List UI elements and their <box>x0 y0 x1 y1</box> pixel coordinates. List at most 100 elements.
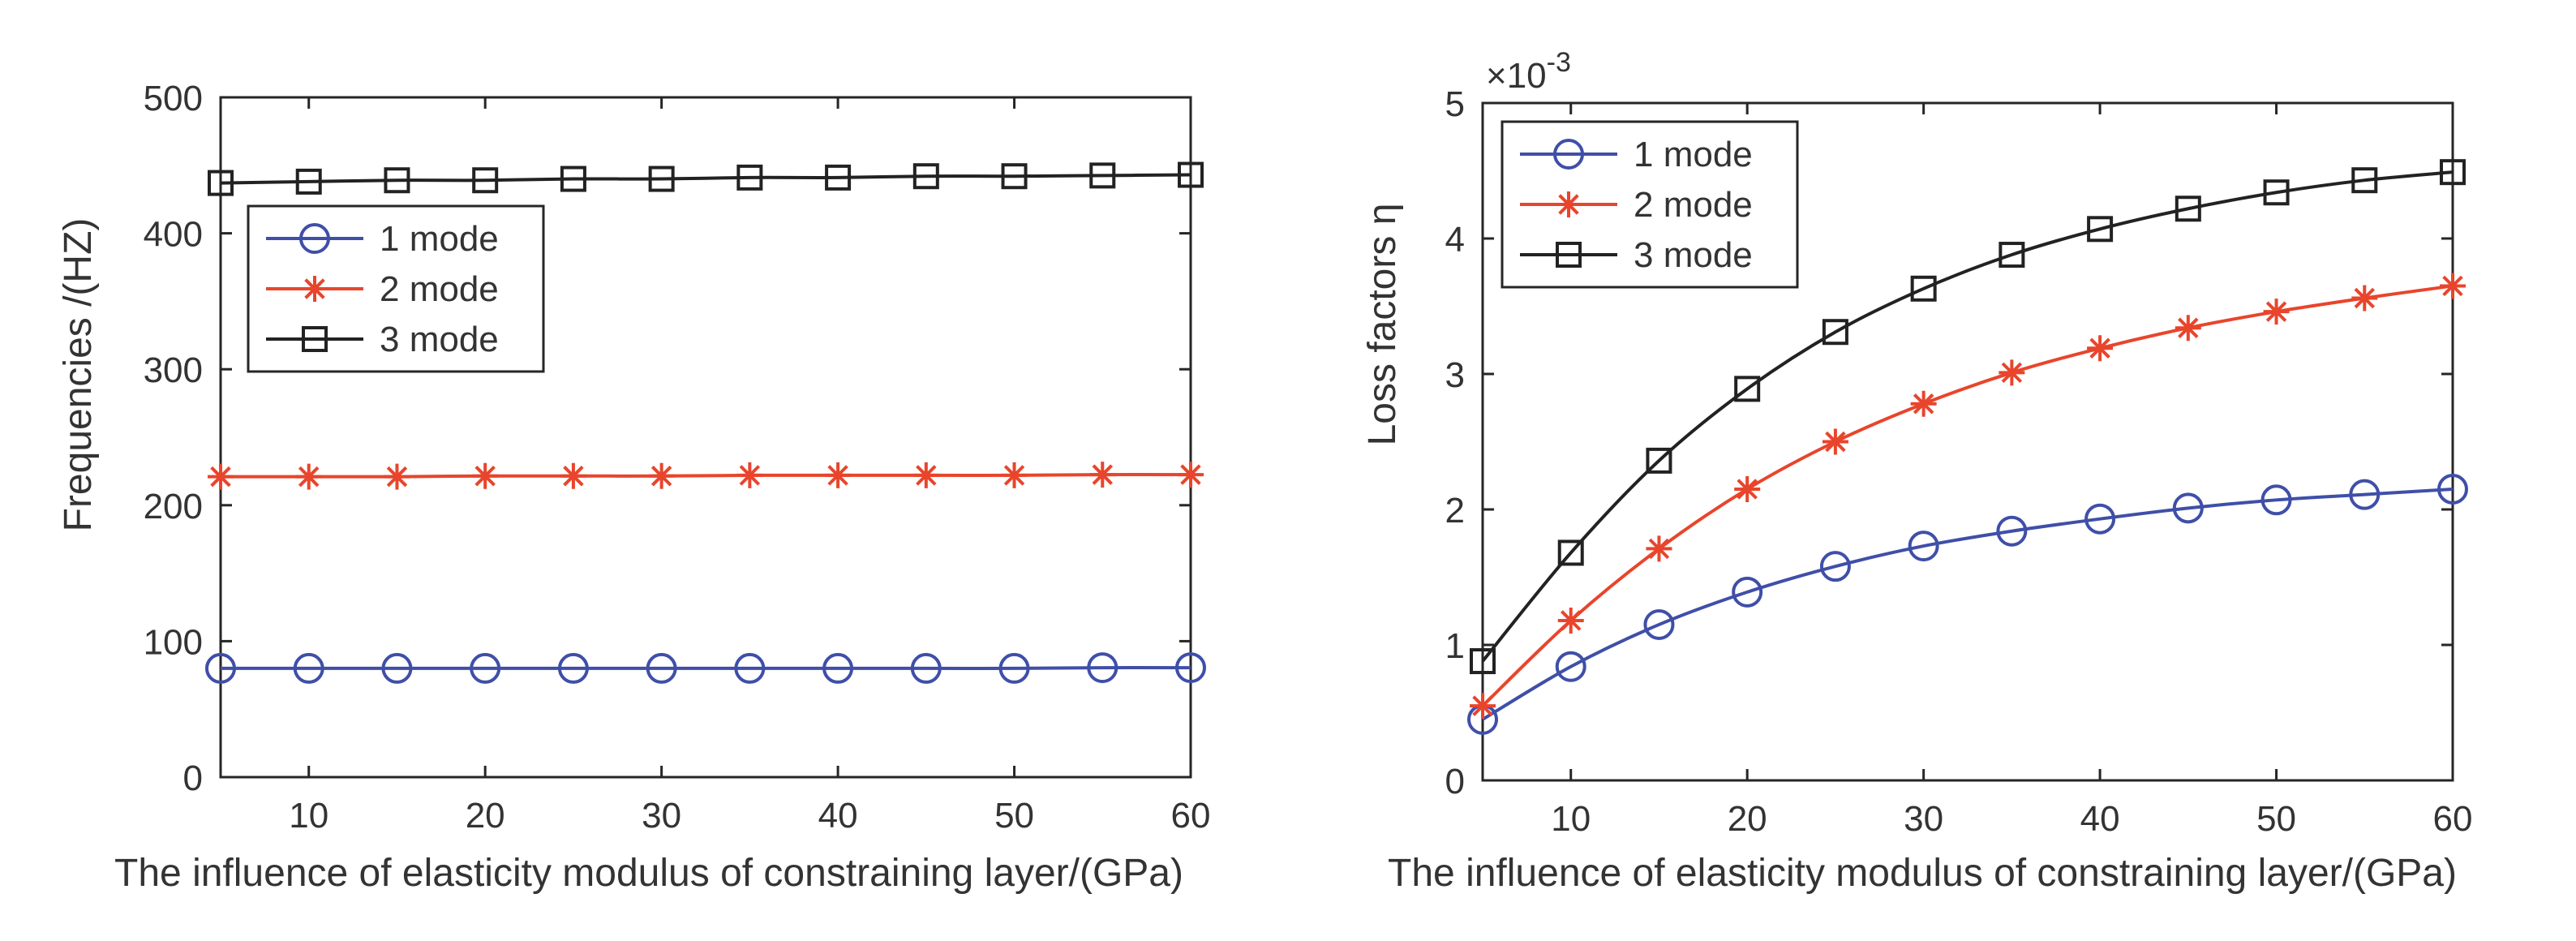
legend-item: 3 mode <box>1520 235 1753 275</box>
series-3 <box>208 161 1204 196</box>
legend-label: 1 mode <box>1634 135 1753 174</box>
x-tick-label: 20 <box>1728 799 1767 839</box>
y-tick-label: 1 <box>1445 626 1465 666</box>
data-point <box>1178 462 1204 488</box>
legend-label: 3 mode <box>380 320 499 359</box>
y-tick-label: 200 <box>144 487 203 526</box>
y-tick-label: 3 <box>1445 355 1465 395</box>
data-point <box>208 463 234 490</box>
data-point <box>560 462 586 489</box>
x-tick-label: 60 <box>2433 799 2473 839</box>
legend-label: 2 mode <box>380 269 499 309</box>
data-point <box>2175 315 2201 342</box>
data-point <box>1643 608 1675 640</box>
series-2 <box>1470 273 2466 720</box>
data-point <box>1819 551 1851 582</box>
data-point <box>2349 479 2381 510</box>
plot-area <box>219 96 1192 779</box>
y-tick-label: 300 <box>144 350 203 390</box>
data-point <box>825 462 852 488</box>
legend-label: 1 mode <box>380 219 499 259</box>
data-point <box>381 652 413 684</box>
data-point <box>1555 651 1586 682</box>
data-point <box>2175 196 2201 222</box>
data-point <box>1470 648 1496 675</box>
data-point <box>2084 503 2116 535</box>
data-point <box>1646 535 1672 562</box>
data-point <box>736 164 763 191</box>
legend-marker <box>1553 139 1584 170</box>
data-point <box>560 165 586 192</box>
data-point <box>472 462 499 489</box>
data-point <box>1175 652 1206 684</box>
legend-marker <box>302 326 328 352</box>
legend-marker <box>302 276 328 302</box>
chart-1: 10 20 30 40 50 60 0 100 200 300 400 500 The influenc… <box>57 79 1210 895</box>
data-point <box>384 167 410 194</box>
legend-label: 3 mode <box>1634 235 1753 275</box>
x-tick-label: 50 <box>994 796 1034 836</box>
data-point <box>1996 515 2028 547</box>
data-point <box>1999 359 2025 386</box>
series-2 <box>208 462 1204 490</box>
y-exponent-label: ×10-3 <box>1486 47 1571 96</box>
data-point <box>2351 167 2378 194</box>
data-point <box>2172 492 2204 524</box>
data-point <box>2351 285 2378 312</box>
data-point <box>1178 161 1204 188</box>
x-tick-label: 30 <box>1904 799 1943 839</box>
x-tick-label: 10 <box>289 796 328 836</box>
data-point <box>470 652 501 684</box>
legend-item: 2 mode <box>1520 185 1753 225</box>
y-exponent-base: ×10 <box>1486 56 1547 96</box>
series-1 <box>205 652 1206 684</box>
x-tick-label: 40 <box>2080 799 2120 839</box>
y-tick-label: 4 <box>1445 220 1465 260</box>
data-point <box>912 462 939 488</box>
data-point <box>1908 531 1939 562</box>
data-point <box>2263 179 2290 206</box>
x-axis-label: The influence of elasticity modulus of c… <box>1388 852 2457 895</box>
data-point <box>910 652 942 684</box>
data-point <box>1470 693 1496 720</box>
legend-label: 2 mode <box>1634 185 1753 225</box>
data-point <box>557 652 589 684</box>
data-point <box>1087 652 1118 684</box>
legend: 1 mode 2 mode 3 mode <box>1501 120 1799 289</box>
data-point <box>1734 376 1761 402</box>
y-tick-label: 2 <box>1445 491 1465 531</box>
data-point <box>1910 275 1937 302</box>
data-point <box>2087 216 2114 243</box>
data-point <box>912 163 939 190</box>
legend-item: 1 mode <box>1520 135 1753 174</box>
data-point <box>1089 162 1116 189</box>
data-point <box>648 165 675 192</box>
x-tick-label: 20 <box>466 796 505 836</box>
data-point <box>734 652 766 684</box>
data-point <box>736 462 763 488</box>
data-point <box>1822 428 1848 455</box>
y-tick-label: 5 <box>1445 84 1465 124</box>
legend-item: 1 mode <box>266 219 499 259</box>
x-tick-label: 60 <box>1171 796 1211 836</box>
data-point <box>1734 475 1761 502</box>
data-point <box>295 168 322 195</box>
data-point <box>2440 273 2466 299</box>
x-axis-label: The influence of elasticity modulus of c… <box>114 852 1183 895</box>
series-1 <box>1467 473 2468 735</box>
chart-2: 10 20 30 40 50 60 0 1 2 3 4 5 ×10-3 The influence of … <box>1361 47 2472 895</box>
legend-marker <box>1556 191 1582 217</box>
data-point <box>1822 319 1848 346</box>
y-tick-label: 100 <box>144 622 203 662</box>
data-point <box>825 164 852 191</box>
data-point <box>998 652 1030 684</box>
data-point <box>2437 473 2468 505</box>
x-tick-label: 30 <box>642 796 681 836</box>
data-point <box>2263 299 2290 325</box>
x-tick-label: 40 <box>818 796 858 836</box>
data-point <box>1999 242 2025 269</box>
data-point <box>295 463 322 490</box>
x-tick-label: 10 <box>1551 799 1591 839</box>
legend-item: 3 mode <box>266 320 499 359</box>
